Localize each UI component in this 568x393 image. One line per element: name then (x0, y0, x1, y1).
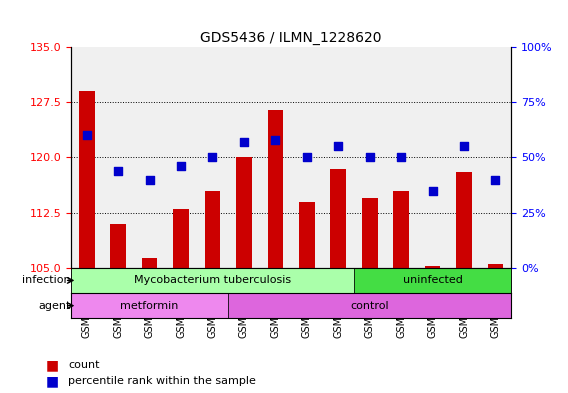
Point (302, 154, 311, 161)
Text: uninfected: uninfected (403, 275, 462, 285)
Bar (393, 191, 409, 268)
Text: agent: agent (39, 301, 71, 310)
Bar (110, 224, 126, 268)
Text: percentile rank within the sample: percentile rank within the sample (68, 376, 256, 386)
Point (491, 176, 500, 183)
Bar (362, 198, 378, 268)
Bar (299, 202, 315, 268)
FancyBboxPatch shape (71, 293, 228, 318)
Title: GDS5436 / ILMN_1228620: GDS5436 / ILMN_1228620 (201, 31, 382, 45)
Bar (173, 209, 189, 268)
Bar (79, 91, 95, 268)
Point (428, 187, 437, 194)
Text: metformin: metformin (120, 301, 179, 310)
Text: count: count (68, 360, 99, 371)
Point (396, 154, 406, 161)
Bar (487, 264, 503, 268)
Bar (268, 110, 283, 268)
Bar (236, 158, 252, 268)
Bar (425, 266, 440, 268)
Bar (204, 191, 220, 268)
Text: ■: ■ (45, 374, 59, 388)
Point (334, 143, 343, 150)
FancyBboxPatch shape (71, 268, 354, 293)
Bar (142, 258, 157, 268)
Point (271, 137, 280, 143)
Text: ■: ■ (45, 358, 59, 373)
Point (208, 154, 217, 161)
Point (114, 167, 123, 174)
Text: control: control (350, 301, 389, 310)
FancyBboxPatch shape (354, 268, 511, 293)
Bar (331, 169, 346, 268)
Bar (456, 172, 472, 268)
Point (177, 163, 186, 169)
Point (145, 176, 154, 183)
Text: Mycobacterium tuberculosis: Mycobacterium tuberculosis (134, 275, 291, 285)
Text: infection: infection (22, 275, 71, 285)
Point (239, 139, 248, 145)
Point (365, 154, 374, 161)
Point (82, 132, 91, 139)
FancyBboxPatch shape (228, 293, 511, 318)
Point (460, 143, 469, 150)
